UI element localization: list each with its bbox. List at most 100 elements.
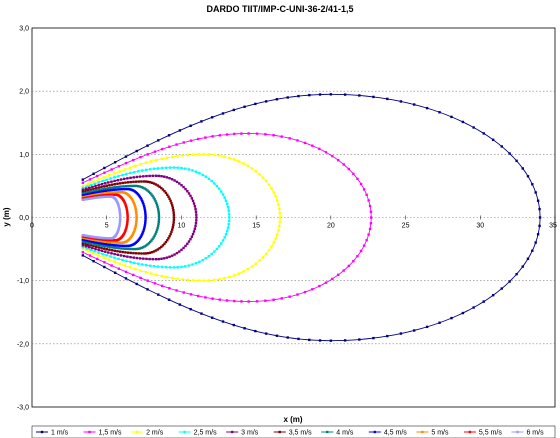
- series-point: [86, 237, 90, 240]
- series-point: [113, 176, 116, 179]
- series-point: [148, 174, 151, 178]
- series-point: [264, 100, 268, 103]
- series-point: [194, 207, 197, 211]
- series-point: [118, 244, 122, 247]
- series-point: [105, 238, 109, 242]
- series-point: [100, 236, 103, 240]
- series-point: [186, 242, 189, 246]
- series-point: [369, 222, 373, 225]
- series-point: [106, 189, 110, 192]
- series-point: [110, 243, 114, 247]
- series-point: [99, 190, 102, 193]
- series-point: [220, 242, 223, 245]
- series-point: [124, 270, 128, 274]
- series-point: [84, 245, 88, 248]
- series-point: [98, 192, 101, 196]
- series-point: [141, 201, 145, 204]
- series-point: [105, 178, 108, 181]
- series-point: [186, 189, 189, 193]
- series-point: [103, 182, 107, 185]
- series-point: [110, 238, 113, 242]
- series-point: [100, 195, 103, 199]
- series-point: [165, 256, 169, 259]
- series-point: [261, 256, 265, 259]
- series-point: [113, 271, 117, 274]
- series-point: [100, 246, 103, 250]
- series-point: [81, 242, 85, 245]
- series-point: [264, 179, 268, 183]
- series-point: [97, 181, 100, 184]
- series-point: [365, 238, 368, 242]
- series-point: [96, 257, 99, 261]
- series-point: [536, 199, 540, 202]
- series-point: [81, 196, 85, 199]
- series-point: [118, 223, 121, 226]
- series-point: [93, 235, 97, 239]
- series-point: [110, 183, 114, 186]
- series-point: [115, 241, 118, 244]
- series-point: [125, 226, 128, 230]
- series-point: [142, 204, 146, 208]
- series-point: [110, 188, 114, 192]
- series-point: [142, 229, 145, 232]
- series-point: [168, 166, 172, 169]
- series-point: [220, 190, 223, 193]
- series-point: [166, 239, 169, 242]
- series-point: [142, 257, 145, 260]
- series-point: [308, 338, 311, 342]
- series-point: [128, 266, 132, 269]
- series-point: [120, 241, 123, 244]
- series-point: [156, 167, 160, 170]
- series-point: [226, 206, 230, 209]
- series-point: [369, 210, 373, 213]
- series-5-5-m-s: [81, 193, 129, 242]
- series-point: [134, 226, 137, 229]
- series-point: [117, 225, 121, 229]
- series-point: [201, 258, 204, 262]
- series-point: [132, 256, 135, 259]
- series-point: [461, 311, 465, 315]
- series-point: [103, 192, 106, 195]
- series-point: [267, 249, 271, 252]
- series-point: [264, 299, 267, 302]
- series-point: [303, 141, 307, 145]
- series-point: [171, 226, 175, 229]
- series-point: [276, 199, 279, 202]
- series-point: [93, 196, 97, 200]
- series-point: [127, 247, 130, 251]
- series-point: [142, 252, 146, 255]
- series-point: [108, 243, 112, 246]
- series-point: [87, 239, 90, 243]
- series-point: [89, 240, 92, 243]
- series-point: [275, 98, 279, 101]
- legend-marker: [230, 430, 234, 434]
- series-point: [138, 175, 142, 178]
- series-point: [97, 188, 100, 192]
- series-point: [114, 239, 117, 242]
- series-point: [87, 245, 91, 249]
- series-4-5-m-s: [81, 187, 147, 248]
- series-point: [223, 155, 226, 158]
- series-point: [102, 195, 105, 199]
- series-point: [521, 265, 524, 268]
- series-point: [140, 234, 143, 237]
- series-point: [170, 230, 173, 234]
- series-point: [296, 293, 299, 296]
- series-point: [117, 267, 121, 270]
- series-point: [215, 247, 219, 251]
- series-point: [101, 192, 105, 195]
- series-point: [135, 247, 138, 251]
- series-point: [113, 183, 116, 186]
- series-point: [189, 139, 193, 142]
- series-point: [211, 135, 214, 138]
- legend-marker: [183, 430, 186, 434]
- series-point: [120, 185, 123, 188]
- series-point: [223, 236, 226, 239]
- series-point: [233, 132, 236, 136]
- series-point: [270, 187, 273, 190]
- series-point: [125, 208, 129, 212]
- series-point: [122, 185, 125, 188]
- series-point: [153, 282, 157, 285]
- series-point: [141, 263, 144, 266]
